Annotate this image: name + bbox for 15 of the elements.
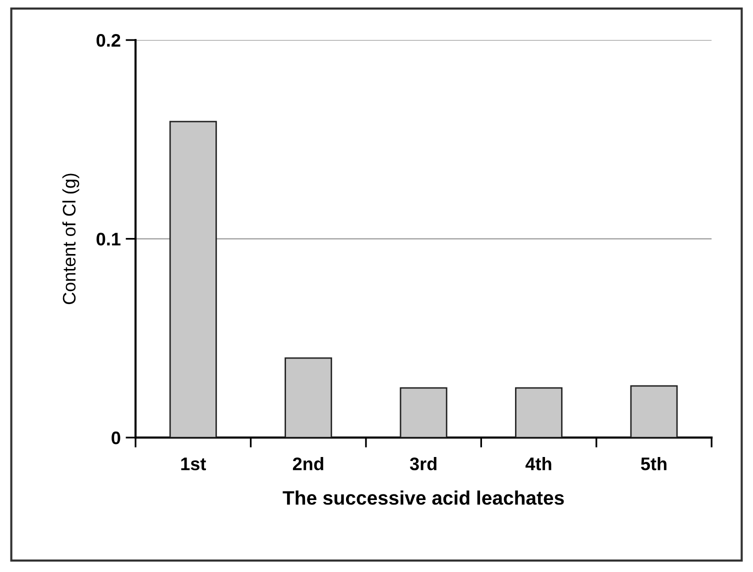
x-tick-label: 4th xyxy=(526,457,552,470)
x-tick-label: 3rd xyxy=(410,457,436,470)
bar xyxy=(169,120,217,438)
x-tick-label: 2nd xyxy=(292,457,324,470)
x-tick-label: 5th xyxy=(640,457,666,470)
x-tick-label: 1st xyxy=(181,458,206,470)
bar xyxy=(400,387,448,438)
y-tick-label: 0.2 xyxy=(96,34,120,47)
bar xyxy=(630,385,678,438)
bar xyxy=(284,357,332,438)
y-tick-label: 0 xyxy=(112,432,120,444)
bar xyxy=(515,387,563,438)
x-axis-title: The successive acid leachates xyxy=(282,490,564,505)
y-axis-title: Content of Cl (g) xyxy=(62,174,80,304)
y-tick-label: 0.1 xyxy=(96,232,120,246)
